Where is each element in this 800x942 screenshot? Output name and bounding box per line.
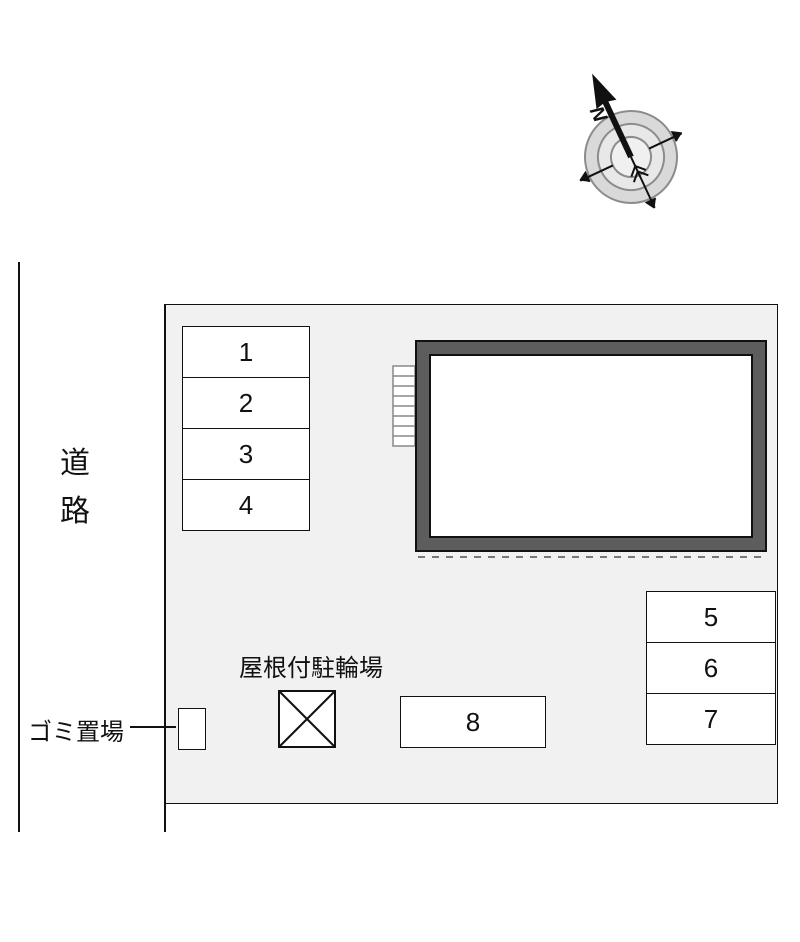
bike-shed-label: 屋根付駐輪場	[239, 648, 383, 683]
garbage-pointer-line	[130, 726, 176, 728]
garbage-box	[178, 708, 206, 750]
garbage-label: ゴミ置場	[28, 712, 124, 747]
building-inner	[430, 355, 752, 537]
compass-icon: N	[551, 60, 751, 260]
bike-shed-box	[278, 690, 336, 748]
